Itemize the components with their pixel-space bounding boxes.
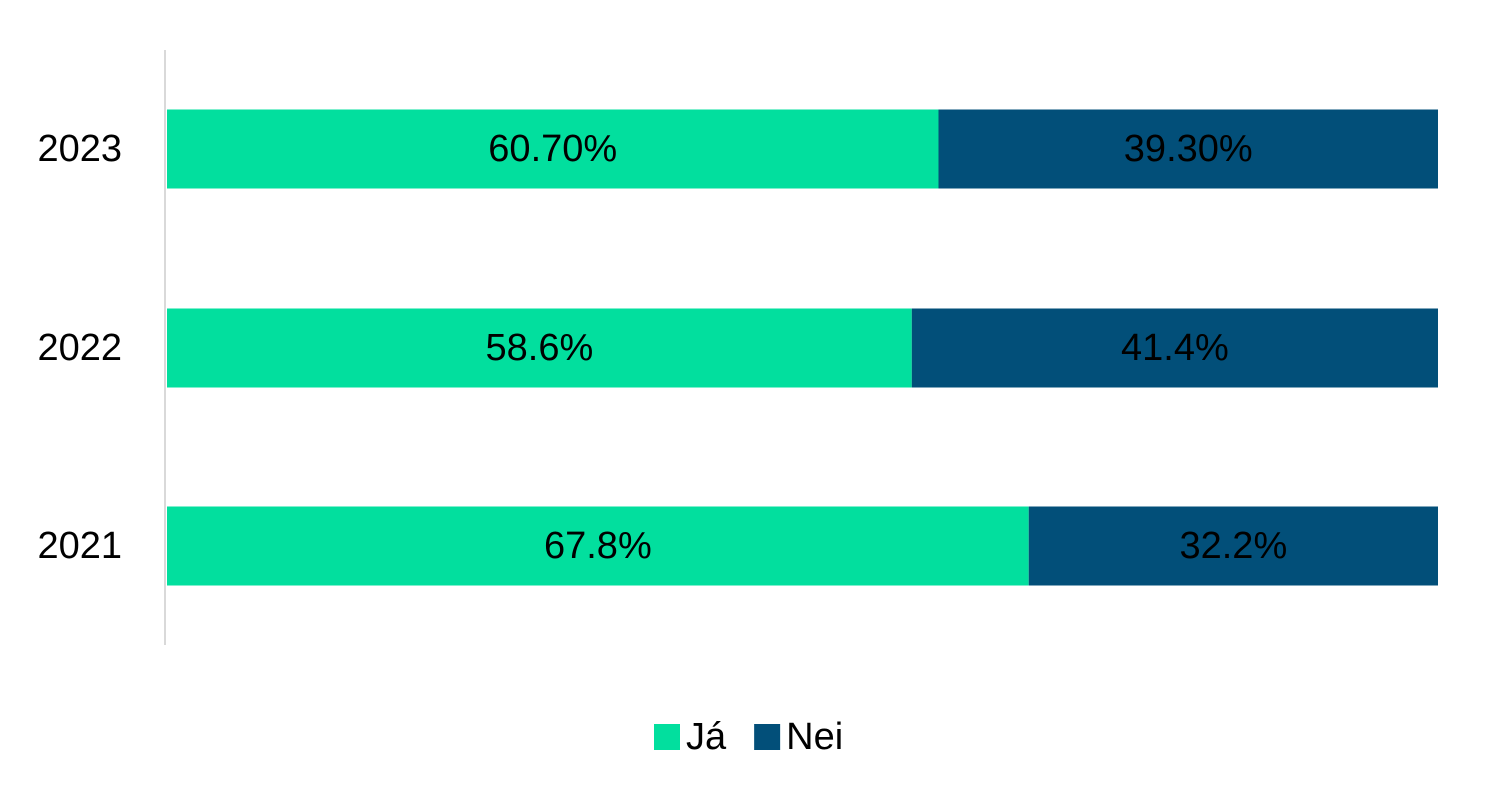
bar-j-2022 [167,308,912,388]
bar-nei-2021 [1028,506,1438,586]
bar-nei-2023 [938,109,1438,189]
legend-swatch-nei [754,724,781,750]
category-labels-layer: 2023 2022 2021 [37,128,122,567]
legend-swatch-j [654,724,680,750]
legend-label-j: Já [686,716,727,758]
data-label-j-2023: 60.70% [488,128,617,170]
data-label-j-2022: 58.6% [486,327,594,369]
category-label-2023: 2023 [37,128,122,170]
bar-j-2021 [167,506,1029,586]
legend-label-nei: Nei [786,716,843,758]
bars-layer [167,109,1438,586]
category-label-2021: 2021 [37,525,122,567]
category-label-2022: 2022 [37,327,122,369]
data-label-nei-2021: 32.2% [1179,525,1287,567]
data-label-nei-2023: 39.30% [1124,128,1253,170]
bar-nei-2022 [911,308,1438,388]
bar-j-2023 [167,109,939,189]
legend: Já Nei [654,716,843,758]
data-label-j-2021: 67.8% [544,525,652,567]
data-label-nei-2022: 41.4% [1121,327,1229,369]
data-labels-layer: 60.70% 39.30% 58.6% 41.4% 67.8% 32.2% [486,128,1288,567]
